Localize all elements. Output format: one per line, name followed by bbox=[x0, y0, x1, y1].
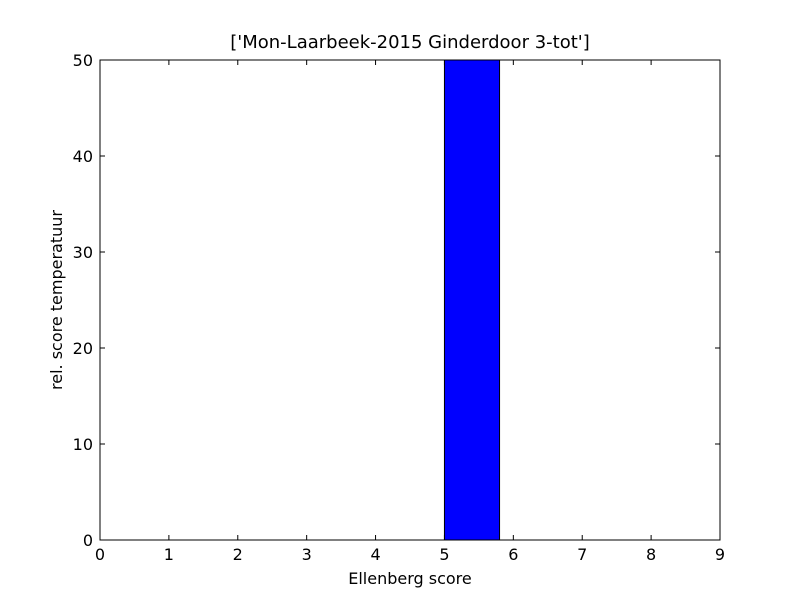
x-axis-label: Ellenberg score bbox=[348, 569, 472, 588]
x-tick-label: 8 bbox=[646, 545, 656, 564]
y-tick-label: 0 bbox=[83, 531, 93, 550]
y-tick-label: 50 bbox=[73, 51, 93, 70]
x-tick-label: 7 bbox=[577, 545, 587, 564]
x-tick-label: 0 bbox=[95, 545, 105, 564]
x-tick-label: 4 bbox=[370, 545, 380, 564]
y-tick-label: 10 bbox=[73, 435, 93, 454]
chart-title: ['Mon-Laarbeek-2015 Ginderdoor 3-tot'] bbox=[230, 32, 590, 53]
x-tick-label: 1 bbox=[164, 545, 174, 564]
y-tick-label: 30 bbox=[73, 243, 93, 262]
x-tick-label: 9 bbox=[715, 545, 725, 564]
y-axis-label: rel. score temperatuur bbox=[47, 210, 66, 390]
x-tick-label: 5 bbox=[439, 545, 449, 564]
plot-frame bbox=[99, 59, 721, 541]
y-tick-label: 20 bbox=[73, 339, 93, 358]
x-tick-label: 2 bbox=[233, 545, 243, 564]
x-tick-label: 3 bbox=[302, 545, 312, 564]
y-tick-label: 40 bbox=[73, 147, 93, 166]
x-tick-label: 6 bbox=[508, 545, 518, 564]
bar bbox=[443, 59, 501, 541]
